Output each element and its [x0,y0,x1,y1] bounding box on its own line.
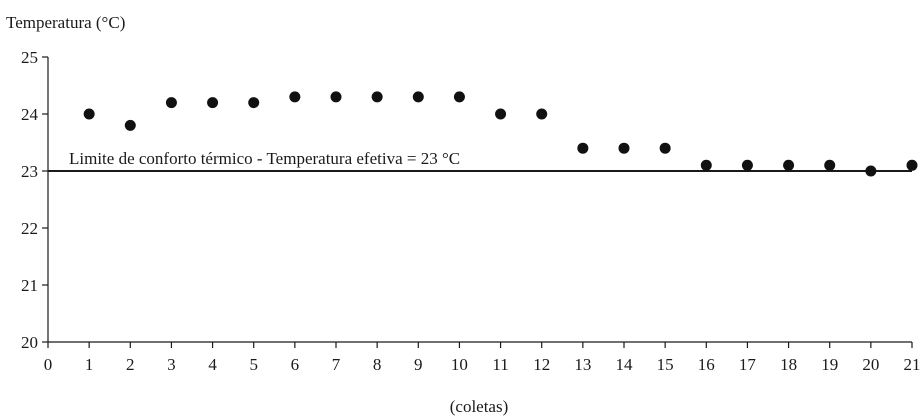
data-point [741,159,753,171]
data-point [412,91,424,103]
x-tick-label: 17 [739,355,757,374]
x-tick-label: 14 [616,355,634,374]
y-tick-label: 23 [21,162,38,181]
x-tick-label: 0 [44,355,53,374]
x-tick-label: 9 [414,355,423,374]
data-point [700,159,712,171]
data-points [83,91,918,177]
x-tick-label: 4 [208,355,217,374]
data-point [124,119,136,131]
data-point [659,142,671,154]
y-tick-label: 24 [21,105,39,124]
x-tick-label: 19 [821,355,838,374]
data-point [783,159,795,171]
data-point [207,97,219,109]
data-point [371,91,383,103]
data-point [536,108,548,120]
y-axis-title: Temperatura (°C) [6,13,125,32]
y-tick-label: 21 [21,276,38,295]
x-tick-label: 8 [373,355,382,374]
data-point [289,91,301,103]
data-point [495,108,507,120]
data-point [83,108,95,120]
y-tick-label: 22 [21,219,38,238]
x-tick-label: 18 [780,355,797,374]
y-tick-label: 25 [21,48,38,67]
data-point [824,159,836,171]
data-point [330,91,342,103]
y-tick-label: 20 [21,333,38,352]
x-tick-label: 11 [492,355,508,374]
x-tick-label: 5 [249,355,258,374]
comfort-limit-label: Limite de conforto térmico - Temperatura… [69,149,460,168]
x-tick-label: 1 [85,355,94,374]
x-tick-label: 2 [126,355,135,374]
x-tick-label: 21 [904,355,921,374]
x-tick-label: 16 [698,355,715,374]
data-point [906,159,918,171]
x-axis-title: (coletas) [450,397,509,416]
x-tick-label: 7 [332,355,341,374]
x-tick-label: 13 [574,355,591,374]
x-tick-label: 15 [657,355,674,374]
data-point [248,97,260,109]
data-point [453,91,465,103]
x-tick-label: 10 [451,355,468,374]
x-tick-label: 3 [167,355,176,374]
x-tick-label: 20 [862,355,879,374]
data-point [165,97,177,109]
x-tick-label: 12 [533,355,550,374]
data-point [618,142,630,154]
x-tick-label: 6 [291,355,300,374]
data-point [577,142,589,154]
data-point [865,165,877,177]
